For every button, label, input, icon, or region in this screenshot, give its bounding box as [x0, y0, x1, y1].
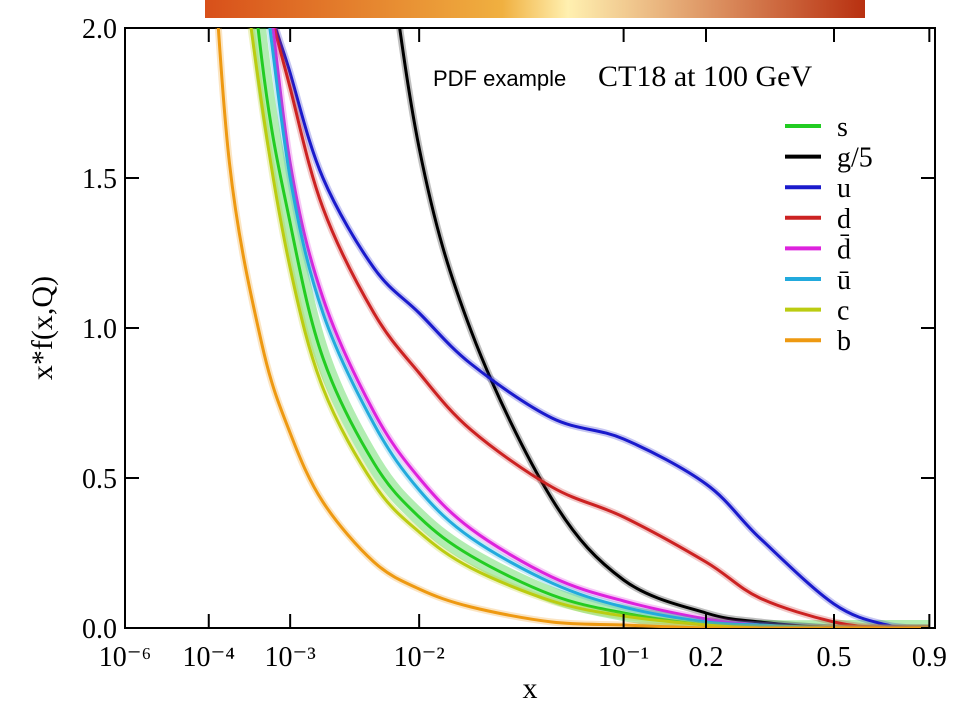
legend-label: d̄: [837, 234, 851, 265]
x-tick-label: 10⁻¹: [598, 642, 649, 673]
y-tick-label: 2.0: [82, 14, 117, 45]
series-line: [272, 28, 930, 628]
legend-label: d: [837, 204, 851, 235]
x-tick-label: 0.9: [912, 642, 947, 673]
legend-label: s: [837, 112, 848, 143]
header-strip: [205, 0, 865, 18]
chart-subtitle: CT18 at 100 GeV: [598, 60, 812, 93]
series-line: [268, 28, 930, 628]
x-tick-label: 10⁻²: [394, 642, 445, 673]
y-tick-label: 0.5: [82, 464, 117, 495]
series-line: [398, 28, 930, 628]
x-tick-label: 10⁻⁶: [99, 642, 152, 673]
x-axis-label: x: [523, 672, 538, 701]
y-tick-label: 1.5: [82, 164, 117, 195]
legend-label: u: [837, 173, 851, 204]
y-axis-label: x*f(x,Q): [26, 276, 59, 380]
x-tick-label: 0.5: [816, 642, 851, 673]
chart-title: PDF example: [433, 66, 566, 91]
series-line: [216, 28, 930, 628]
legend-label: b: [837, 326, 851, 357]
plot-frame: [124, 27, 936, 629]
y-tick-label: 1.0: [82, 314, 117, 345]
y-tick-label: 0.0: [82, 614, 117, 645]
series-line: [273, 28, 930, 628]
x-tick-label: 10⁻³: [265, 642, 316, 673]
series-band: [250, 28, 930, 628]
x-tick-label: 10⁻⁴: [182, 642, 235, 673]
legend-label: ū: [837, 265, 851, 296]
series-line: [256, 28, 930, 628]
legend-label: g/5: [837, 143, 873, 174]
legend-label: c: [837, 296, 849, 327]
series-line: [249, 28, 930, 628]
plot-lines: [214, 28, 930, 628]
x-tick-label: 0.2: [688, 642, 723, 673]
